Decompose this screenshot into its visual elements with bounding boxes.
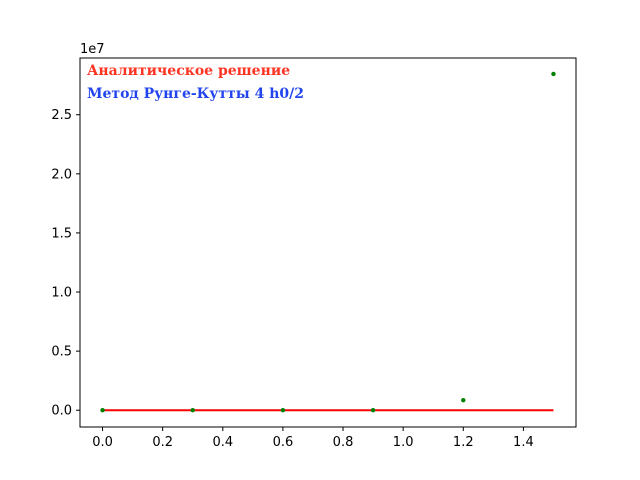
x-axis: 0.0 0.2 0.4 0.6 0.8 1.0 1.2 1.4 (92, 427, 534, 450)
y-tick-label: 1.5 (51, 226, 72, 241)
points-layer (100, 71, 556, 413)
legend-entry: Метод Рунге-Кутты 4 h0/2 (87, 86, 304, 102)
y-tick-label: 0.5 (51, 345, 72, 360)
data-point-rk4 (280, 408, 286, 413)
plot-area-background (80, 58, 576, 427)
data-point-rk4 (100, 408, 105, 413)
data-point-rk4 (461, 397, 466, 403)
legend-entry: Аналитическое решение (87, 63, 290, 79)
data-point-rk4 (370, 408, 376, 413)
legend: Аналитическое решение Метод Рунге-Кутты 4… (87, 63, 304, 102)
x-tick-label: 0.8 (333, 435, 354, 450)
y-offset-label: 1e7 (80, 42, 105, 57)
x-tick-label: 0.4 (212, 435, 233, 450)
y-tick-label: 0.0 (51, 404, 72, 419)
y-axis: 0.0 0.5 1.0 1.5 2.0 2.5 (51, 108, 80, 419)
x-tick-label: 1.4 (513, 435, 534, 450)
y-tick-label: 1.0 (51, 286, 72, 301)
x-tick-label: 0.0 (92, 435, 113, 450)
y-tick-label: 2.0 (51, 167, 72, 182)
x-tick-label: 0.2 (152, 435, 173, 450)
x-tick-label: 1.2 (453, 435, 474, 450)
data-point-rk4 (551, 71, 556, 77)
y-tick-label: 2.5 (51, 108, 72, 123)
plot-frame (79, 57, 577, 428)
x-tick-label: 0.6 (273, 435, 294, 450)
x-tick-label: 1.0 (393, 435, 414, 450)
data-point-rk4 (190, 408, 195, 413)
